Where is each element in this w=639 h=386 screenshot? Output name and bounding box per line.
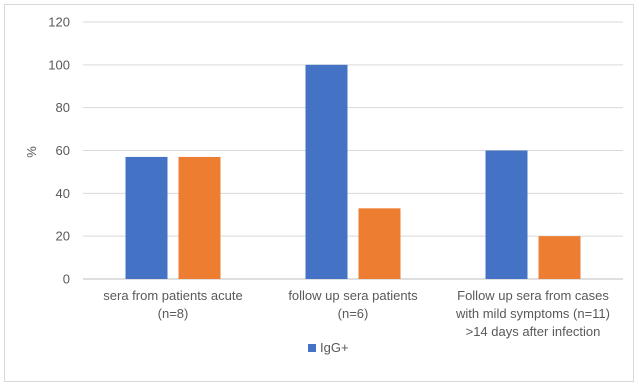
category-label: >14 days after infection [466, 324, 601, 339]
legend-swatch [308, 344, 316, 352]
y-tick-label: 80 [56, 100, 70, 115]
bar-series2-3 [538, 236, 581, 279]
category-label: sera from patients acute [103, 288, 242, 303]
legend-label: IgG+ [320, 340, 349, 355]
y-tick-label: 60 [56, 143, 70, 158]
category-label: follow up sera patients [288, 288, 418, 303]
y-tick-label: 20 [56, 229, 70, 244]
category-labels: sera from patients acute (n=8) follow up s… [103, 288, 610, 339]
y-tick-label: 40 [56, 186, 70, 201]
bar-series2-1 [178, 156, 221, 279]
bar-igg-2 [305, 64, 348, 279]
category-label: Follow up sera from cases [457, 288, 609, 303]
category-label: (n=6) [338, 306, 369, 321]
bar-igg-3 [485, 150, 528, 279]
y-tick-labels: 0 20 40 60 80 100 120 [48, 15, 70, 287]
gridlines [83, 21, 623, 280]
y-axis-label: % [24, 146, 39, 158]
legend: IgG+ [308, 340, 349, 355]
y-tick-label: 0 [63, 272, 70, 287]
bars [125, 64, 581, 279]
y-tick-label: 100 [48, 57, 70, 72]
y-tick-label: 120 [48, 15, 70, 30]
category-label: with mild symptoms (n=11) [455, 306, 610, 321]
bar-igg-1 [125, 156, 168, 279]
category-label: (n=8) [158, 306, 189, 321]
bar-series2-2 [358, 208, 401, 279]
